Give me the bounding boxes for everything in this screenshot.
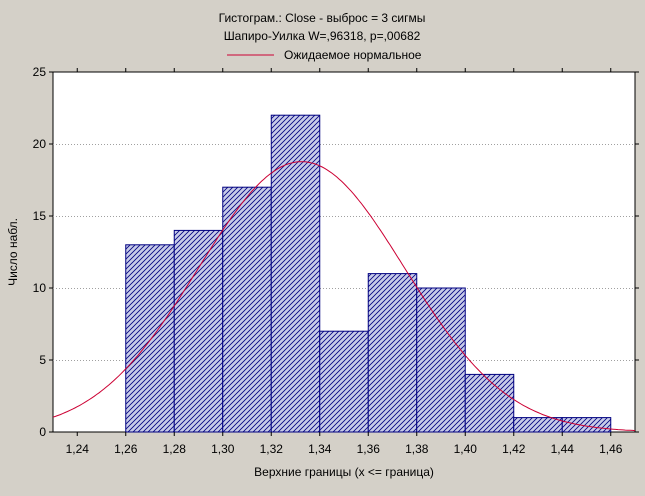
x-axis-label: Верхние границы (x <= граница) <box>254 465 434 479</box>
x-tick-label: 1,34 <box>308 442 332 456</box>
x-tick-label: 1,42 <box>502 442 526 456</box>
legend-label: Ожидаемое нормальное <box>284 48 422 62</box>
x-tick-label: 1,28 <box>163 442 187 456</box>
histogram-bar <box>125 244 175 433</box>
normal-curve-group <box>52 161 636 432</box>
histogram-bar <box>464 373 515 433</box>
y-tick-label: 0 <box>39 425 46 439</box>
x-tick-label: 1,40 <box>454 442 478 456</box>
histogram-bar <box>222 186 272 433</box>
x-tick-label: 1,44 <box>551 442 575 456</box>
histogram-bar <box>173 229 224 433</box>
x-tick-label: 1,36 <box>357 442 381 456</box>
y-tick-label: 5 <box>39 353 46 367</box>
x-tick-label: 1,38 <box>405 442 429 456</box>
y-axis-label: Число набл. <box>6 218 20 286</box>
x-tick-label: 1,46 <box>599 442 623 456</box>
histogram-bar <box>367 273 418 433</box>
histogram-bar <box>319 330 369 433</box>
x-tick-label: 1,32 <box>260 442 284 456</box>
y-tick-label: 20 <box>33 137 47 151</box>
x-tick-label: 1,26 <box>114 442 138 456</box>
y-tick-label: 10 <box>33 281 47 295</box>
histogram-bars <box>125 114 612 433</box>
histogram-bar <box>513 417 563 433</box>
x-tick-label: 1,24 <box>66 442 90 456</box>
x-tick-label: 1,30 <box>211 442 235 456</box>
normal-curve <box>52 161 636 432</box>
y-tick-label: 25 <box>33 65 47 79</box>
legend: Ожидаемое нормальное <box>227 48 422 62</box>
histogram-bar <box>416 287 466 433</box>
x-axis-ticks: 1,24 1,26 1,28 1,30 1,32 1,34 1,36 1,38 1,40 1,42… <box>66 68 623 456</box>
y-axis-ticks: 0 5 10 15 20 25 <box>33 65 639 439</box>
y-tick-label: 15 <box>33 209 47 223</box>
chart-title: Гистограм.: Close - выброс = 3 сигмы <box>219 11 426 25</box>
chart-subtitle: Шапиро-Уилка W=,96318, p=,00682 <box>224 29 421 43</box>
histogram-bar <box>561 417 612 433</box>
